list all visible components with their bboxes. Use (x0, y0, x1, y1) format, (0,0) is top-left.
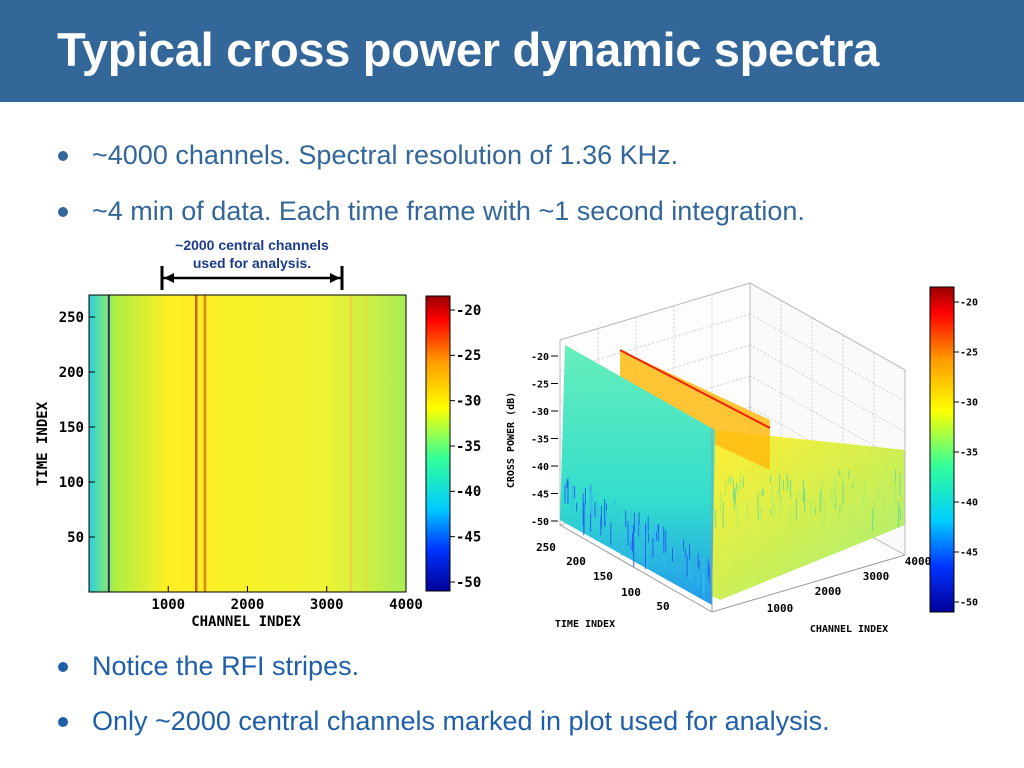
surface-plot (558, 282, 907, 613)
heatmap-colorbar-ticks: -20 -25 -30 -35 -40 -45 -50 (450, 303, 481, 591)
colorbar-tick-label: -25 (456, 348, 481, 364)
surface-z-tick-label: -45 (531, 490, 549, 501)
bullet-text: ~4 min of data. Each time frame with ~1 … (92, 196, 805, 226)
rfi-stripe (349, 295, 353, 592)
rfi-stripe (107, 295, 110, 592)
surface-z-tick-label: -40 (531, 462, 549, 473)
surface-y-tick-label: 200 (566, 555, 586, 568)
colorbar-tick-label: -35 (960, 448, 978, 459)
heatmap-x-tick-label: 3000 (310, 597, 344, 613)
surface-z-tick-label: -20 (531, 352, 549, 363)
surface-z-label: CROSS POWER (dB) (506, 392, 517, 488)
heatmap-colorbar (425, 295, 451, 592)
colorbar-tick-label: -45 (456, 530, 481, 546)
rfi-stripes (107, 295, 368, 592)
colorbar-tick-label: -40 (960, 498, 978, 509)
heatmap-x-ticks: 1000 2000 3000 4000 (151, 586, 423, 613)
surface-x-tick-label: 3000 (863, 570, 890, 583)
rfi-stripe (194, 295, 198, 592)
bullet-dot-icon (58, 151, 68, 161)
bullet-dot-icon (58, 717, 68, 727)
bullet-text: Only ~2000 central channels marked in pl… (92, 706, 830, 736)
surface-colorbar-ticks: -20 -25 -30 -35 -40 -45 -50 (954, 298, 978, 609)
slide-title: Typical cross power dynamic spectra (57, 23, 879, 76)
surface-z-ticks: -20 -25 -30 -35 -40 -45 -50 (531, 352, 558, 528)
title-bar: Typical cross power dynamic spectra (0, 0, 1024, 102)
colorbar-tick-label: -50 (960, 598, 978, 609)
surface-z-tick-label: -30 (531, 407, 549, 418)
heatmap-y-tick-label: 100 (59, 475, 84, 491)
colorbar-tick-label: -30 (960, 398, 978, 409)
surface-y-tick-label: 250 (536, 541, 556, 554)
surface-z-tick-label: -35 (531, 435, 549, 446)
surface-x-tick-label: 2000 (815, 585, 842, 598)
surface-x-label: CHANNEL INDEX (810, 624, 888, 635)
bullet-text: Notice the RFI stripes. (92, 651, 360, 681)
heatmap-x-tick-label: 1000 (151, 597, 185, 613)
surface-x-tick-label: 1000 (767, 602, 794, 615)
heatmap-x-tick-label: 4000 (389, 597, 423, 613)
colorbar-tick-label: -25 (960, 348, 978, 359)
heatmap-plot-area (89, 295, 406, 592)
heatmap-y-tick-label: 250 (59, 310, 84, 326)
surface-y-label: TIME INDEX (555, 619, 615, 630)
surface-y-tick-label: 100 (621, 586, 641, 599)
heatmap-y-tick-label: 200 (59, 365, 84, 381)
rfi-stripe (365, 295, 368, 592)
heatmap-y-tick-label: 150 (59, 420, 84, 436)
surface-z-tick-label: -25 (531, 380, 549, 391)
annotation-line: used for analysis. (192, 255, 312, 271)
surface-x-ticks: 1000 2000 3000 4000 (767, 555, 932, 615)
analysis-range-annotation: ~2000 central channels used for analysis… (152, 236, 352, 272)
heatmap-x-label: CHANNEL INDEX (191, 614, 301, 630)
heatmap-y-ticks: 50 100 150 200 250 (59, 310, 95, 546)
surface-colorbar (929, 286, 955, 613)
heatmap-y-tick-label: 50 (67, 530, 84, 546)
bullet-text: ~4000 channels. Spectral resolution of 1… (92, 140, 679, 170)
surface-x-tick-label: 4000 (905, 555, 932, 568)
colorbar-tick-label: -50 (456, 575, 481, 591)
colorbar-tick-label: -45 (960, 548, 978, 559)
rfi-stripe (203, 295, 207, 592)
heatmap-y-label: TIME INDEX (35, 401, 51, 486)
surface-z-tick-label: -50 (531, 517, 549, 528)
colorbar-tick-label: -40 (456, 484, 481, 500)
annotation-line: ~2000 central channels (175, 237, 329, 253)
surface-y-tick-label: 150 (593, 570, 613, 583)
analysis-range-bracket (160, 266, 344, 290)
colorbar-tick-label: -35 (456, 439, 481, 455)
colorbar-tick-label: -20 (456, 303, 481, 319)
colorbar-tick-label: -20 (960, 298, 978, 309)
colorbar-tick-label: -30 (456, 394, 481, 410)
bullet-dot-icon (58, 662, 68, 672)
surface-y-tick-label: 50 (656, 600, 669, 613)
surface-y-ticks: 250 200 150 100 50 (536, 541, 670, 613)
heatmap-x-tick-label: 2000 (231, 597, 265, 613)
bullet-dot-icon (58, 207, 68, 217)
